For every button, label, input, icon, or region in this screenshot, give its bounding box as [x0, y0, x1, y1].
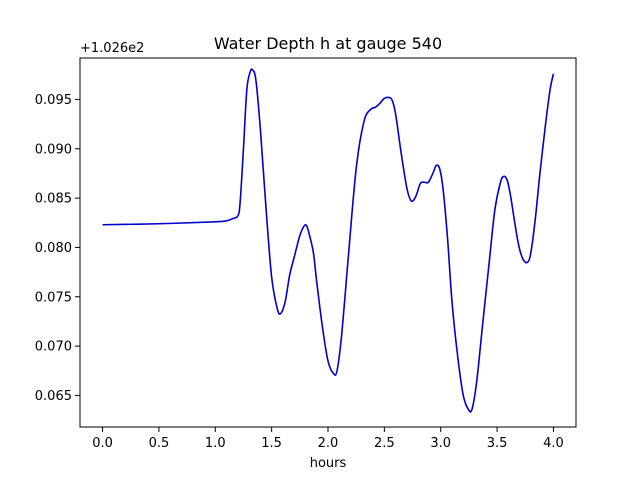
- x-axis-label: hours: [310, 456, 347, 471]
- x-tick-label: 2.5: [374, 436, 395, 451]
- x-tick-label: 4.0: [543, 436, 564, 451]
- y-tick-label: 0.090: [35, 142, 72, 157]
- y-tick-label: 0.080: [35, 241, 72, 256]
- y-tick-label: 0.070: [35, 340, 72, 355]
- chart-title: Water Depth h at gauge 540: [214, 34, 442, 53]
- series-layer: [102, 68, 555, 413]
- x-tick-label: 3.5: [487, 436, 508, 451]
- x-tick-label: 1.5: [261, 436, 282, 451]
- x-axis-ticks: 0.0 0.5 1.0 1.5 2.0 2.5 3.0 3.5 4.0: [92, 427, 564, 451]
- y-axis-ticks: 0.065 0.070 0.075 0.080 0.085 0.090 0.095: [35, 93, 80, 404]
- x-tick-label: 3.0: [430, 436, 451, 451]
- y-axis-offset-label: +1.026e2: [80, 41, 144, 56]
- series-line: [102, 68, 555, 413]
- y-tick-label: 0.085: [35, 192, 72, 207]
- y-tick-label: 0.095: [35, 93, 72, 108]
- x-tick-label: 0.0: [92, 436, 113, 451]
- x-tick-label: 0.5: [149, 436, 170, 451]
- y-tick-label: 0.075: [35, 290, 72, 305]
- x-tick-label: 1.0: [205, 436, 226, 451]
- y-tick-label: 0.065: [35, 389, 72, 404]
- x-tick-label: 2.0: [318, 436, 339, 451]
